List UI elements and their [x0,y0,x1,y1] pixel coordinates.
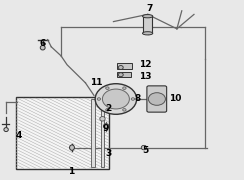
Circle shape [131,98,135,100]
Circle shape [95,84,137,114]
Bar [91,99,95,167]
Text: 4: 4 [15,131,21,140]
Text: 12: 12 [139,60,152,69]
Ellipse shape [118,73,123,77]
Text: 6: 6 [40,39,46,48]
Text: 13: 13 [139,72,152,81]
Ellipse shape [40,46,45,50]
Bar [117,72,131,77]
Text: 8: 8 [135,94,141,103]
Circle shape [123,87,126,89]
Circle shape [148,93,165,105]
Text: 11: 11 [90,78,103,87]
Ellipse shape [100,106,105,110]
Circle shape [106,87,109,89]
Text: 1: 1 [68,167,74,176]
Ellipse shape [70,145,74,150]
Ellipse shape [4,128,8,132]
Bar [143,16,152,33]
Text: 3: 3 [105,149,112,158]
Circle shape [102,89,129,109]
Bar [101,99,104,167]
Ellipse shape [100,117,105,121]
Ellipse shape [142,15,153,18]
Circle shape [97,98,101,100]
Text: 5: 5 [142,146,148,155]
Bar [16,97,109,169]
Circle shape [123,109,126,111]
Ellipse shape [142,32,153,35]
Text: 10: 10 [170,94,182,103]
Ellipse shape [141,145,147,150]
Text: 9: 9 [103,124,109,133]
Text: 7: 7 [147,4,153,13]
Circle shape [106,109,109,111]
Bar [117,63,132,69]
Text: 2: 2 [105,103,112,112]
Ellipse shape [118,66,123,69]
FancyBboxPatch shape [147,86,167,112]
Ellipse shape [103,124,109,128]
